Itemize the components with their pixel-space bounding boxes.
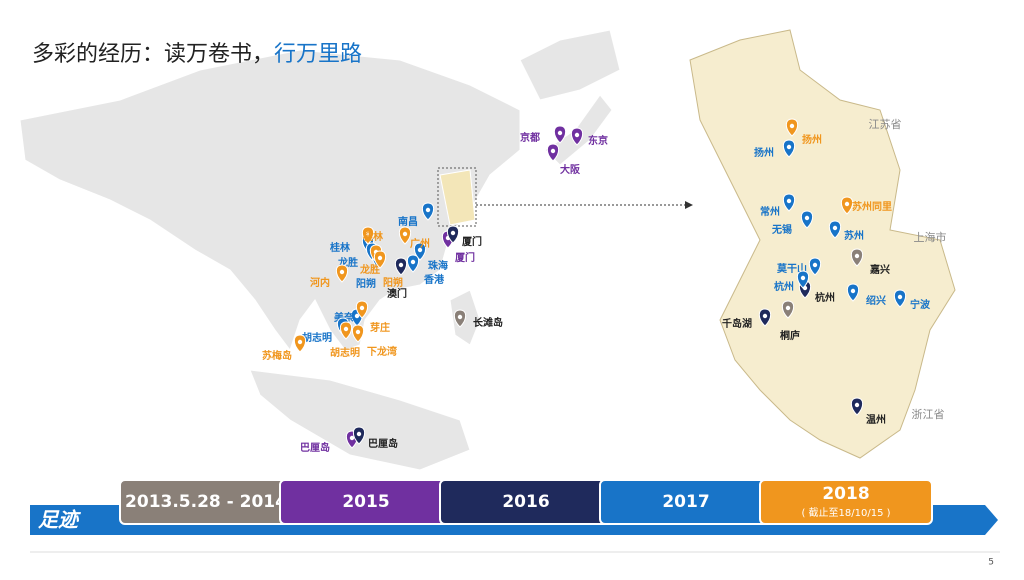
pin-dot: [800, 275, 806, 281]
pin-dot: [398, 262, 404, 268]
timeline-label: 2018: [822, 484, 869, 504]
place-label: 长滩岛: [473, 316, 503, 329]
region-label: 上海市: [914, 230, 947, 244]
jiangsu-zhejiang-map: [689, 29, 956, 459]
place-label: 河内: [310, 276, 330, 289]
page-number: 5: [988, 558, 994, 568]
timeline-label: 2015: [342, 492, 389, 512]
place-label: 桂林: [329, 241, 351, 254]
place-label: 宁波: [910, 298, 931, 311]
place-label: 巴厘岛: [300, 441, 330, 454]
place-label: 胡志明: [330, 346, 360, 359]
place-label: 京都: [520, 131, 540, 144]
place-label: 苏州: [844, 229, 864, 242]
place-label: 阳朔: [383, 276, 403, 289]
timeline-label: 2017: [662, 492, 709, 512]
pin-dot: [339, 269, 345, 275]
place-label: 东京: [588, 134, 608, 147]
place-label: 苏州同里: [852, 200, 892, 213]
pin-dot: [410, 259, 416, 265]
pin-dot: [297, 339, 303, 345]
title-main: 多彩的经历：读万卷书，: [32, 42, 274, 67]
pin-dot: [425, 207, 431, 213]
place-label: 嘉兴: [869, 263, 890, 276]
place-label: 桐庐: [780, 329, 800, 342]
pin-dot: [574, 132, 580, 138]
region-label: 江苏省: [869, 118, 902, 131]
region-label: 浙江省: [912, 408, 945, 421]
place-label: 香港: [424, 273, 445, 286]
place-label: 厦门: [455, 251, 475, 264]
pin-dot: [402, 231, 408, 237]
place-label: 下龙湾: [367, 345, 397, 358]
pin-dot: [354, 313, 360, 319]
pin-dot: [450, 230, 456, 236]
pin-dot: [356, 431, 362, 437]
pin-dot: [359, 305, 365, 311]
pin-dot: [850, 288, 856, 294]
title: 多彩的经历：读万卷书，行万里路: [32, 42, 362, 67]
timeline-sublabel: ( 截止至18/10/15 ): [801, 506, 890, 519]
pin-dot: [897, 294, 903, 300]
place-label: 桂林: [362, 230, 384, 243]
place-label: 杭州: [815, 291, 835, 304]
pin-dot: [804, 215, 810, 221]
pin-dot: [457, 314, 463, 320]
place-label: 珠海: [428, 259, 448, 272]
place-label: 杭州: [774, 280, 794, 293]
place-label: 厦门: [462, 235, 482, 248]
place-label: 巴厘岛: [368, 437, 398, 450]
arrow-head: [685, 201, 693, 209]
place-label: 阳朔: [356, 277, 376, 290]
place-label: 千岛湖: [722, 317, 752, 330]
pin-dot: [349, 435, 355, 441]
place-label: 扬州: [754, 146, 774, 159]
timeline-box: [759, 479, 933, 525]
timeline-label: 2016: [502, 492, 549, 512]
timeline-label: 2013.5.28 - 2014: [125, 492, 287, 512]
pin-dot: [377, 255, 383, 261]
pin-dot: [417, 247, 423, 253]
place-label: 苏梅岛: [262, 349, 292, 362]
place-label: 澳门: [387, 287, 407, 300]
place-label: 南昌: [398, 215, 418, 228]
pin-dot: [789, 123, 795, 129]
pin-dot: [785, 305, 791, 311]
footprint-label: 足迹: [38, 508, 82, 532]
pin-dot: [343, 326, 349, 332]
place-label: 广州: [410, 237, 430, 250]
pin-dot: [812, 262, 818, 268]
place-label: 绍兴: [866, 294, 886, 307]
place-label: 无锡: [771, 223, 792, 236]
pin-dot: [832, 225, 838, 231]
pin-dot: [844, 201, 850, 207]
pin-dot: [786, 198, 792, 204]
place-label: 温州: [866, 413, 886, 426]
world-map: [19, 29, 621, 471]
pin-dot: [355, 329, 361, 335]
place-label: 大阪: [560, 163, 581, 176]
place-label: 胡志明: [302, 331, 332, 344]
pin-dot: [365, 231, 371, 237]
pin-dot: [854, 402, 860, 408]
place-label: 扬州: [802, 133, 822, 146]
pin-dot: [557, 130, 563, 136]
place-label: 芽庄: [370, 321, 390, 334]
place-label: 龙胜: [359, 263, 380, 276]
title-highlight: 行万里路: [274, 42, 362, 67]
pin-dot: [786, 144, 792, 150]
place-label: 常州: [760, 205, 780, 218]
pin-dot: [550, 148, 556, 154]
pin-dot: [762, 313, 768, 319]
pin-dot: [854, 253, 860, 259]
